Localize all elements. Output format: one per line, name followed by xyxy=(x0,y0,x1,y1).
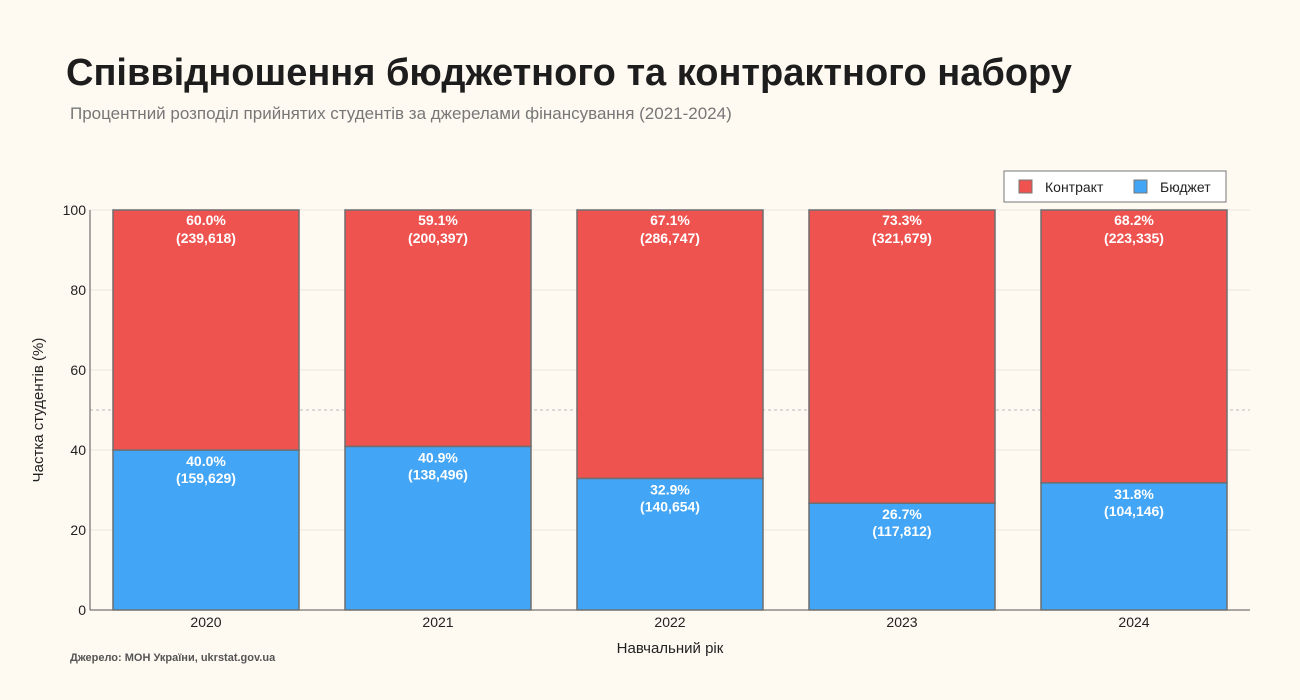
contract-percent-label: 59.1% xyxy=(418,212,458,228)
x-tick-label: 2020 xyxy=(190,614,221,630)
x-tick-label: 2024 xyxy=(1118,614,1149,630)
y-tick-label: 60 xyxy=(70,362,86,378)
budget-percent-label: 40.0% xyxy=(186,453,226,469)
bar-contract-2022 xyxy=(576,209,764,480)
bar-budget-2021 xyxy=(344,445,532,611)
budget-count-label: (117,812) xyxy=(872,523,931,539)
legend-box xyxy=(1003,170,1227,203)
bar-contract-2021 xyxy=(344,209,532,448)
contract-percent-label: 60.0% xyxy=(186,212,226,228)
y-tick-label: 100 xyxy=(63,202,87,218)
budget-count-label: (159,629) xyxy=(176,470,236,486)
chart-subtitle: Процентний розподіл прийнятих студентів … xyxy=(70,104,732,123)
bar-budget-2022 xyxy=(576,477,764,611)
bar-contract-2020 xyxy=(112,209,300,451)
chart-title: Співвідношення бюджетного та контрактног… xyxy=(66,52,1072,94)
legend-swatch-contract xyxy=(1018,179,1033,194)
legend-swatch-budget xyxy=(1133,179,1148,194)
bar-contract-2023 xyxy=(808,209,996,504)
x-tick-label: 2023 xyxy=(886,614,917,630)
y-tick-label: 80 xyxy=(70,282,86,298)
budget-count-label: (140,654) xyxy=(640,498,700,514)
contract-count-label: (239,618) xyxy=(176,230,236,246)
bar-budget-2023 xyxy=(808,502,996,611)
budget-percent-label: 32.9% xyxy=(650,481,690,497)
bar-contract-2024 xyxy=(1040,209,1228,484)
legend-label-budget: Бюджет xyxy=(1160,179,1211,195)
x-tick-label: 2021 xyxy=(422,614,453,630)
bar-budget-2024 xyxy=(1040,482,1228,611)
contract-percent-label: 68.2% xyxy=(1114,212,1154,228)
contract-count-label: (286,747) xyxy=(640,230,700,246)
legend-label-contract: Контракт xyxy=(1045,179,1104,195)
budget-count-label: (104,146) xyxy=(1104,503,1164,519)
source-note: Джерело: МОН України, ukrstat.gov.ua xyxy=(70,652,276,664)
contract-percent-label: 67.1% xyxy=(650,212,690,228)
budget-percent-label: 31.8% xyxy=(1114,486,1154,502)
contract-count-label: (200,397) xyxy=(408,230,468,246)
x-axis-label: Навчальний рік xyxy=(617,640,724,657)
y-tick-label: 0 xyxy=(78,602,86,618)
contract-count-label: (223,335) xyxy=(1104,230,1164,246)
y-tick-label: 20 xyxy=(70,522,86,538)
y-axis-label: Частка студентів (%) xyxy=(30,338,47,483)
y-tick-label: 40 xyxy=(70,442,86,458)
budget-percent-label: 26.7% xyxy=(882,506,922,522)
bar-budget-2020 xyxy=(112,449,300,611)
budget-percent-label: 40.9% xyxy=(418,449,458,465)
budget-count-label: (138,496) xyxy=(408,466,468,482)
contract-percent-label: 73.3% xyxy=(882,212,922,228)
x-tick-label: 2022 xyxy=(654,614,685,630)
contract-count-label: (321,679) xyxy=(872,230,932,246)
